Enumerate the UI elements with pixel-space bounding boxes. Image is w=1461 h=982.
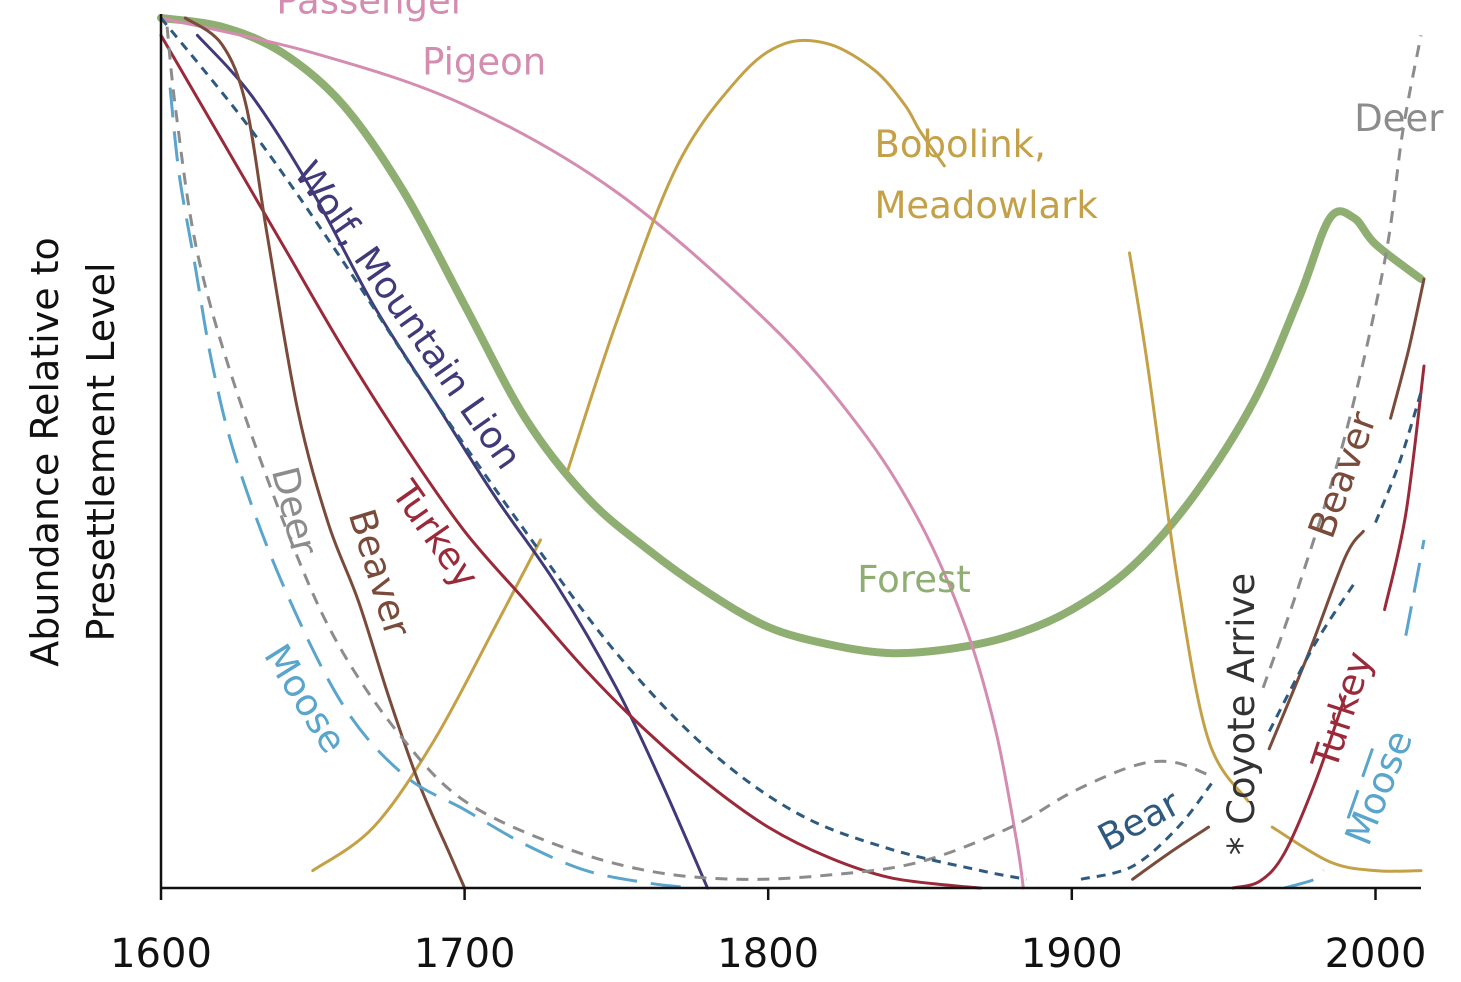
deer-line-segment-2: [1261, 35, 1423, 689]
label-bear: Bear: [1091, 781, 1188, 860]
deer-line-segment-1: [165, 26, 1210, 881]
label-pigeon2: Pigeon: [422, 41, 546, 84]
series-beaver: [183, 16, 1426, 890]
series-pigeon: [159, 16, 1025, 890]
bobolink-line-segment-3: [1128, 251, 1250, 803]
beaver-line-segment-4: [1389, 277, 1426, 420]
series-moose: [168, 87, 1426, 890]
series-layer: [157, 14, 1426, 890]
label-deer_top: Deer: [1354, 97, 1444, 140]
turkey-line-segment-2: [1231, 695, 1347, 890]
label-beaver_right: Beaver: [1300, 405, 1385, 543]
moose-line-segment-2: [1283, 869, 1325, 890]
y-axis-title-line-1: Abundance Relative to: [23, 237, 67, 667]
bobolink-line-segment-2: [566, 38, 946, 472]
x-tick-label-1800: 1800: [717, 931, 819, 977]
axes: [159, 14, 1421, 890]
beaver-line-segment-3: [1267, 529, 1365, 751]
series-bobolink: [311, 38, 1423, 873]
x-tick-label-1700: 1700: [414, 931, 516, 977]
moose-line-segment-1: [168, 87, 693, 890]
beaver-line-segment-1: [183, 16, 467, 890]
series-wolf: [195, 33, 709, 890]
moose-line-segment-4: [1404, 539, 1426, 636]
series-deer: [165, 26, 1423, 881]
y-axis-title: Abundance Relative to Presettlement Leve…: [23, 237, 123, 667]
label-coyote: * Coyote Arrive: [1220, 573, 1263, 855]
bear-line-segment-4: [1374, 391, 1423, 524]
label-deer_left: Deer: [263, 462, 327, 560]
bear-line-segment-1: [159, 17, 1027, 881]
label-forest: Forest: [857, 558, 971, 601]
x-tick-label-1600: 1600: [110, 931, 212, 977]
bear-line-segment-3: [1267, 582, 1356, 733]
pigeon-line-segment-1: [159, 16, 1025, 890]
forest-line-segment-1: [157, 14, 1425, 658]
series-forest: [157, 14, 1425, 658]
x-tick-label-1900: 1900: [1021, 931, 1123, 977]
turkey-line-segment-1: [159, 33, 983, 890]
moose-line-segment-3: [1346, 739, 1377, 819]
bobolink-line-segment-1: [311, 538, 542, 873]
label-pigeon: Passenger: [276, 0, 466, 23]
label-bobolink: Bobolink,: [875, 123, 1046, 166]
label-meadowlark: Meadowlark: [875, 184, 1099, 227]
wolf-line-segment-1: [195, 33, 709, 890]
beaver-line-segment-2: [1131, 825, 1210, 881]
bobolink-line-segment-4: [1270, 825, 1423, 873]
bear-line-segment-2: [1080, 782, 1213, 881]
series-bear: [159, 17, 1423, 881]
x-ticks: 1600 1700 1800 1900 2000: [110, 888, 1426, 977]
x-tick-label-2000: 2000: [1325, 931, 1427, 977]
series-labels: PassengerPigeonBobolink,MeadowlarkDeerWo…: [255, 0, 1444, 860]
y-axis-title-line-2: Presettlement Level: [79, 262, 123, 641]
